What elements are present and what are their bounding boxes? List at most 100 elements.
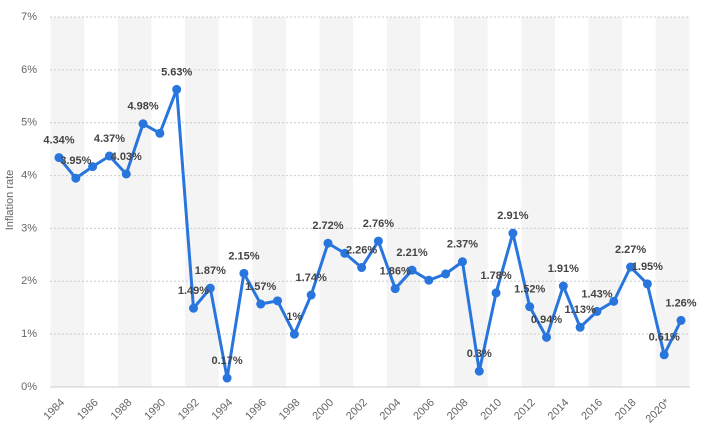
data-point — [592, 306, 602, 316]
data-point — [188, 303, 198, 313]
stripe — [252, 17, 286, 387]
data-label: 4.03% — [111, 151, 142, 163]
stripe — [50, 17, 85, 387]
data-point — [424, 275, 434, 285]
data-point — [155, 128, 165, 138]
data-label: 0.61% — [649, 332, 680, 344]
data-point — [575, 322, 585, 332]
stripe — [454, 17, 488, 387]
x-tick-label: 2006 — [411, 397, 437, 423]
x-tick-label: 2014 — [546, 397, 572, 423]
data-label: 1.13% — [565, 304, 596, 316]
y-tick-label: 5% — [21, 117, 37, 129]
y-tick-label: 7% — [21, 11, 37, 23]
stripe — [655, 17, 690, 387]
data-point — [542, 332, 552, 342]
x-tick-label: 2018 — [613, 397, 639, 423]
stripe — [588, 17, 623, 387]
data-point — [222, 373, 232, 383]
data-label: 1.91% — [548, 263, 579, 275]
data-point — [676, 315, 686, 325]
data-point — [289, 329, 299, 339]
data-point — [407, 265, 417, 275]
data-point — [306, 290, 316, 300]
x-tick-label: 1994 — [209, 397, 235, 423]
data-point — [474, 366, 484, 376]
x-tick-label: 2000 — [310, 397, 336, 423]
data-point — [205, 283, 215, 293]
data-point — [239, 268, 249, 278]
data-label: 1.52% — [514, 284, 545, 296]
data-label: 1.49% — [178, 285, 209, 297]
x-tick-label: 2004 — [378, 397, 404, 423]
data-point — [357, 263, 367, 273]
data-label: 1.86% — [380, 266, 411, 278]
data-label: 0.17% — [212, 355, 243, 367]
data-point — [558, 281, 568, 291]
data-label: 4.37% — [94, 133, 125, 145]
data-point — [491, 288, 501, 298]
data-point — [256, 299, 266, 309]
data-label: 2.15% — [228, 250, 259, 262]
stripe — [386, 17, 421, 387]
data-label: 2.21% — [396, 247, 427, 259]
y-tick-label: 0% — [21, 381, 37, 393]
data-label: 2.91% — [497, 210, 528, 222]
y-tick-label: 1% — [21, 328, 37, 340]
data-point — [609, 296, 619, 306]
data-point — [659, 350, 669, 360]
y-axis-label: Inflation rate — [4, 170, 16, 231]
data-label: 4.34% — [43, 135, 74, 147]
data-label: 0.3% — [467, 348, 492, 360]
x-tick-label: 2010 — [478, 397, 504, 423]
x-tick-label: 1992 — [176, 397, 202, 423]
data-point — [525, 302, 535, 312]
series-line — [57, 87, 683, 380]
x-tick-label: 2008 — [445, 397, 471, 423]
data-label: 1.78% — [480, 270, 511, 282]
data-point — [104, 151, 114, 161]
data-label: 2.76% — [363, 218, 394, 230]
data-label: 0.94% — [531, 314, 562, 326]
data-point — [323, 238, 333, 248]
data-point — [121, 169, 131, 179]
x-tick-label: 1984 — [41, 397, 67, 423]
data-label: 1.95% — [632, 261, 663, 273]
data-label: 1.26% — [665, 297, 696, 309]
x-tick-label: 2020* — [644, 396, 673, 425]
x-tick-label: 2002 — [344, 397, 370, 423]
data-label: 1.57% — [245, 281, 276, 293]
y-tick-label: 6% — [21, 64, 37, 76]
data-point — [373, 236, 383, 246]
data-point — [54, 153, 64, 163]
x-tick-label: 2016 — [579, 397, 605, 423]
x-tick-label: 1998 — [277, 397, 303, 423]
data-label: 1.74% — [296, 272, 327, 284]
y-tick-label: 3% — [21, 222, 37, 234]
data-label: 2.27% — [615, 244, 646, 256]
data-point — [457, 257, 467, 267]
x-tick-label: 1988 — [109, 397, 135, 423]
data-label: 5.63% — [161, 66, 192, 78]
x-tick-label: 1990 — [142, 397, 168, 423]
x-tick-label: 1996 — [243, 397, 269, 423]
data-point — [508, 228, 518, 238]
x-tick-label: 2012 — [512, 397, 538, 423]
data-point — [273, 296, 283, 306]
data-point — [340, 248, 350, 258]
data-point — [71, 173, 81, 183]
data-label: 2.26% — [346, 244, 377, 256]
data-point — [390, 284, 400, 294]
data-label: 4.98% — [127, 101, 158, 113]
data-label: 1.43% — [581, 288, 612, 300]
data-point — [138, 119, 148, 129]
data-point — [172, 84, 182, 94]
data-point — [626, 262, 636, 272]
data-point — [441, 269, 451, 279]
y-tick-label: 4% — [21, 169, 37, 181]
data-label: 3.95% — [60, 155, 91, 167]
stripe — [319, 17, 354, 387]
x-tick-label: 1986 — [75, 397, 101, 423]
data-label: 2.72% — [312, 220, 343, 232]
